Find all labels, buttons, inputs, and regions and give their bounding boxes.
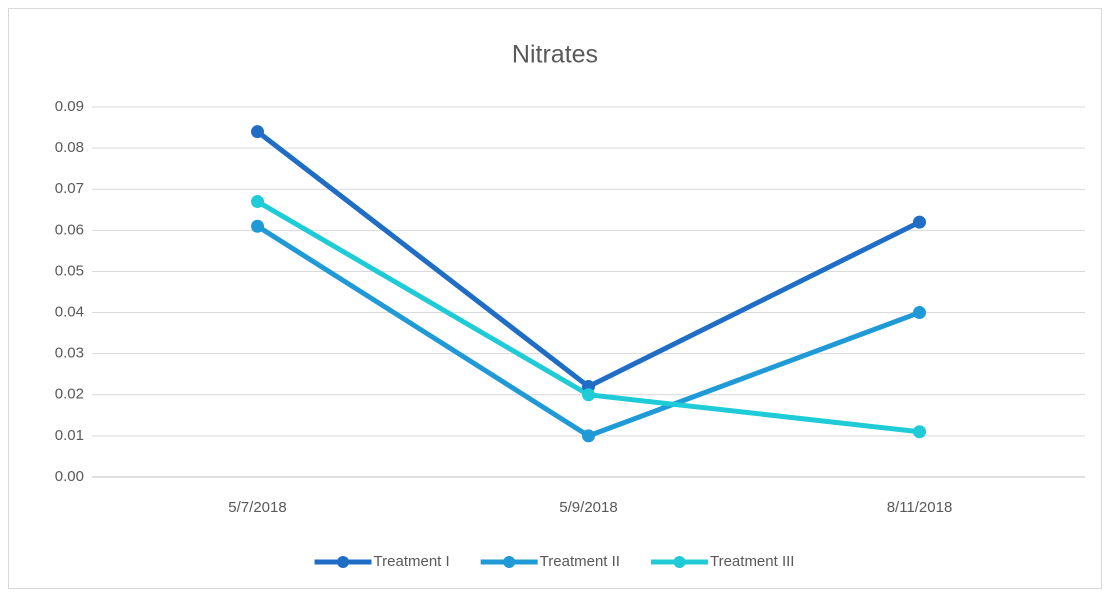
data-point bbox=[582, 388, 595, 402]
legend-label: Treatment III bbox=[710, 553, 794, 570]
data-point bbox=[251, 125, 264, 139]
x-tick-label: 8/11/2018 bbox=[887, 499, 953, 516]
legend-label: Treatment II bbox=[540, 553, 620, 570]
data-point bbox=[913, 306, 926, 320]
y-tick-label: 0.07 bbox=[55, 180, 84, 197]
data-point bbox=[251, 219, 264, 233]
data-point bbox=[582, 429, 595, 443]
y-tick-label: 0.02 bbox=[55, 386, 84, 403]
y-tick-label: 0.03 bbox=[55, 345, 84, 362]
legend-marker bbox=[673, 556, 686, 568]
legend-marker bbox=[503, 556, 516, 568]
y-tick-label: 0.01 bbox=[55, 427, 84, 444]
y-tick-label: 0.04 bbox=[55, 304, 84, 321]
chart-title: Nitrates bbox=[512, 41, 598, 69]
y-tick-label: 0.00 bbox=[55, 468, 84, 485]
legend-marker bbox=[337, 556, 350, 568]
data-point bbox=[251, 195, 264, 209]
legend-item: Treatment I bbox=[314, 553, 450, 570]
legend-item: Treatment II bbox=[480, 553, 620, 570]
data-point bbox=[913, 215, 926, 229]
y-tick-label: 0.06 bbox=[55, 221, 84, 238]
x-tick-label: 5/9/2018 bbox=[559, 499, 617, 516]
chart-border bbox=[8, 8, 1102, 589]
y-tick-label: 0.05 bbox=[55, 262, 84, 279]
y-tick-label: 0.08 bbox=[55, 139, 84, 156]
data-point bbox=[913, 425, 926, 439]
legend-label: Treatment I bbox=[374, 553, 450, 570]
x-tick-label: 5/7/2018 bbox=[228, 499, 286, 516]
y-tick-label: 0.09 bbox=[55, 98, 84, 115]
legend-item: Treatment III bbox=[650, 553, 794, 570]
